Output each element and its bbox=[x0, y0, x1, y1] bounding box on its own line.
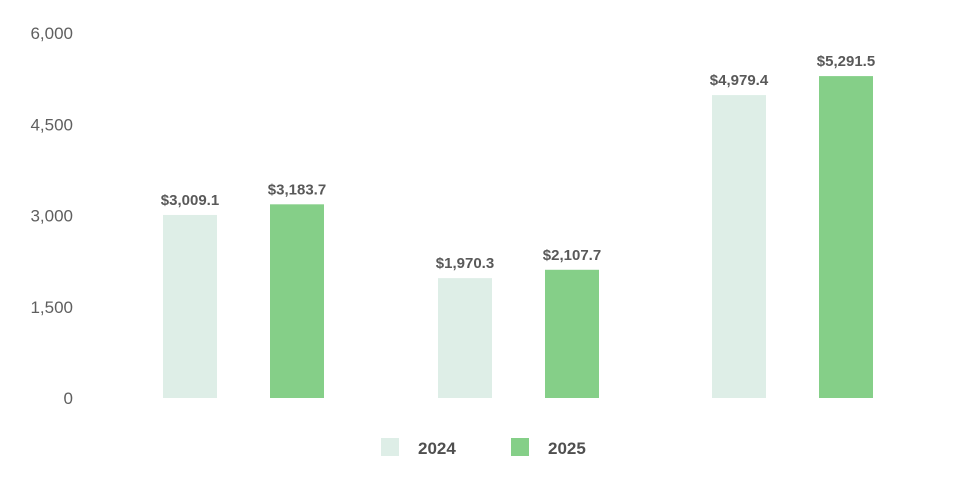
bar-2025-3 bbox=[819, 76, 873, 399]
bars-area bbox=[163, 76, 873, 399]
legend-swatch-2025 bbox=[511, 438, 529, 456]
data-label-2025-3: $5,291.5 bbox=[817, 53, 875, 70]
data-label-2025-2: $2,107.7 bbox=[543, 247, 601, 264]
bar-2024-1 bbox=[163, 214, 217, 398]
data-labels: $3,009.1 $1,970.3 $4,979.4 $3,183.7 $2,107.7… bbox=[161, 53, 875, 272]
y-tick-label: 6,000 bbox=[30, 24, 73, 43]
bar-2025-1 bbox=[270, 204, 324, 398]
y-tick-label: 4,500 bbox=[30, 115, 73, 134]
data-label-2024-3: $4,979.4 bbox=[710, 72, 769, 89]
bar-2024-2 bbox=[438, 278, 492, 398]
y-tick-label: 0 bbox=[64, 389, 73, 408]
data-label-2024-2: $1,970.3 bbox=[436, 255, 494, 272]
legend-swatch-2024 bbox=[381, 438, 399, 456]
bar-2025-2 bbox=[545, 269, 599, 398]
legend-label-2025: 2025 bbox=[548, 439, 586, 458]
legend-label-2024: 2024 bbox=[418, 439, 456, 458]
data-label-2025-1: $3,183.7 bbox=[268, 181, 326, 198]
y-axis: 0 1,500 3,000 4,500 6,000 bbox=[30, 24, 73, 408]
data-label-2024-1: $3,009.1 bbox=[161, 192, 219, 209]
y-tick-label: 3,000 bbox=[30, 207, 73, 226]
y-tick-label: 1,500 bbox=[30, 298, 73, 317]
legend: 2024 2025 bbox=[381, 438, 586, 458]
bar-2024-3 bbox=[712, 95, 766, 399]
